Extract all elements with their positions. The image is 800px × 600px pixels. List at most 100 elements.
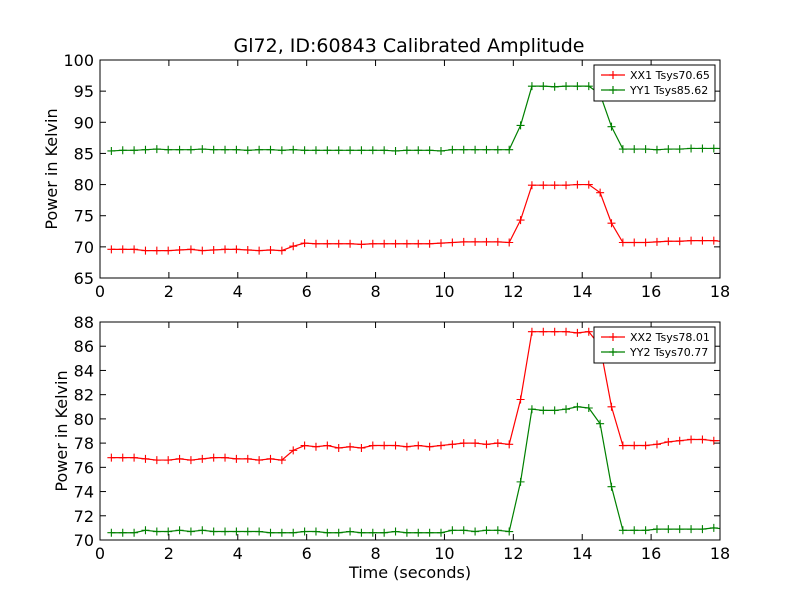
data-point-2-1-28: [425, 528, 434, 537]
y-tick-label-1-1: 70: [74, 238, 94, 257]
y-tick-label-1-2: 75: [74, 207, 94, 226]
data-point-2-1-34: [493, 526, 502, 535]
data-point-1-0-4: [152, 246, 161, 255]
data-point-2-1-9: [209, 527, 218, 536]
data-point-2-0-27: [414, 441, 423, 450]
data-point-2-0-53: [709, 436, 718, 445]
data-point-2-0-51: [687, 435, 696, 444]
legend-2: XX2 Tsys78.01 YY2 Tsys70.77: [593, 326, 716, 364]
data-point-1-1-9: [209, 145, 218, 154]
y-tick-label-2-5: 80: [74, 410, 94, 429]
data-point-2-0-24: [380, 441, 389, 450]
data-point-1-0-8: [198, 246, 207, 255]
data-point-2-0-47: [641, 441, 650, 450]
x-tick-label-1-3: 6: [302, 282, 312, 301]
data-point-2-0-48: [652, 440, 661, 449]
x-axis-label-2: Time (seconds): [348, 563, 471, 582]
data-point-1-1-39: [550, 82, 559, 91]
data-point-1-0-5: [164, 246, 173, 255]
data-point-2-0-44: [607, 402, 616, 411]
data-point-2-1-32: [471, 527, 480, 536]
data-point-1-1-11: [232, 145, 241, 154]
legend-box-2: [593, 326, 716, 364]
x-tick-label-1-1: 2: [164, 282, 174, 301]
data-point-1-0-41: [573, 180, 582, 189]
data-point-2-0-22: [357, 443, 366, 452]
data-point-1-0-33: [482, 237, 491, 246]
x-tick-label-1-0: 0: [95, 282, 105, 301]
legend-label-1-red: XX1 Tsys70.65: [630, 69, 710, 82]
data-point-1-0-13: [255, 246, 264, 255]
data-point-2-1-40: [562, 405, 571, 414]
data-point-1-1-23: [368, 146, 377, 155]
data-point-1-1-0: [107, 146, 116, 155]
data-point-2-0-50: [675, 436, 684, 445]
data-point-1-0-44: [607, 219, 616, 228]
y-tick-label-2-6: 82: [74, 386, 94, 405]
data-point-1-1-40: [562, 82, 571, 91]
y-axis-label-2: Power in Kelvin: [52, 370, 71, 491]
data-point-2-1-14: [266, 528, 275, 537]
data-point-1-0-10: [221, 245, 230, 254]
data-point-2-1-53: [709, 523, 718, 532]
data-point-1-0-37: [527, 181, 536, 190]
data-point-1-1-19: [323, 146, 332, 155]
y-tick-label-2-7: 84: [74, 361, 94, 380]
data-point-2-0-5: [164, 456, 173, 465]
data-point-1-1-32: [471, 145, 480, 154]
x-tick-label-2-4: 8: [370, 544, 380, 563]
data-point-2-0-41: [573, 328, 582, 337]
data-point-1-1-46: [630, 145, 639, 154]
data-point-1-0-15: [277, 246, 286, 255]
data-point-2-1-50: [675, 525, 684, 534]
legend-label-2-green: YY2 Tsys70.77: [629, 346, 708, 359]
data-point-1-0-36: [516, 216, 525, 225]
data-point-2-1-44: [607, 482, 616, 491]
y-tick-label-2-4: 78: [74, 434, 94, 453]
data-point-2-0-4: [152, 456, 161, 465]
data-point-2-0-33: [482, 440, 491, 449]
data-point-1-1-3: [141, 145, 150, 154]
x-tick-label-1-9: 18: [710, 282, 730, 301]
data-point-2-1-25: [391, 527, 400, 536]
data-point-1-0-19: [323, 239, 332, 248]
data-point-1-1-25: [391, 146, 400, 155]
data-point-1-1-4: [152, 145, 161, 154]
data-point-2-1-3: [141, 526, 150, 535]
data-point-2-0-1: [118, 453, 127, 462]
x-tick-label-2-7: 14: [572, 544, 592, 563]
data-point-1-0-47: [641, 238, 650, 247]
data-point-2-0-14: [266, 454, 275, 463]
data-point-1-1-6: [175, 145, 184, 154]
data-point-2-1-17: [300, 527, 309, 536]
y-tick-label-1-6: 95: [74, 82, 94, 101]
data-point-2-1-48: [652, 525, 661, 534]
data-point-2-0-42: [584, 327, 593, 336]
chart-title: Gl72, ID:60843 Calibrated Amplitude: [234, 35, 585, 57]
data-point-1-1-53: [709, 144, 718, 153]
data-point-2-0-18: [311, 442, 320, 451]
data-point-1-0-39: [550, 181, 559, 190]
x-tick-label-1-5: 10: [434, 282, 454, 301]
data-point-1-0-26: [402, 239, 411, 248]
data-point-1-1-21: [346, 146, 355, 155]
data-point-2-1-10: [221, 527, 230, 536]
data-point-2-1-4: [152, 527, 161, 536]
data-point-1-0-28: [425, 239, 434, 248]
data-point-2-1-30: [448, 526, 457, 535]
data-point-1-0-34: [493, 237, 502, 246]
data-point-1-1-26: [402, 146, 411, 155]
data-point-1-1-48: [652, 145, 661, 154]
data-point-2-0-23: [368, 441, 377, 450]
data-point-1-1-31: [459, 145, 468, 154]
data-point-2-1-23: [368, 528, 377, 537]
data-point-1-1-14: [266, 145, 275, 154]
data-point-1-1-20: [334, 146, 343, 155]
data-point-2-1-15: [277, 528, 286, 537]
data-point-2-1-7: [186, 527, 195, 536]
x-tick-label-2-5: 10: [434, 544, 454, 563]
data-point-2-0-39: [550, 327, 559, 336]
data-point-2-0-49: [664, 437, 673, 446]
data-point-1-0-14: [266, 245, 275, 254]
plot-panel-1: 0 2 4 6 8 10 12 14 16 18 65 70 75 80 85 90 95 100 Power i…: [42, 51, 730, 301]
